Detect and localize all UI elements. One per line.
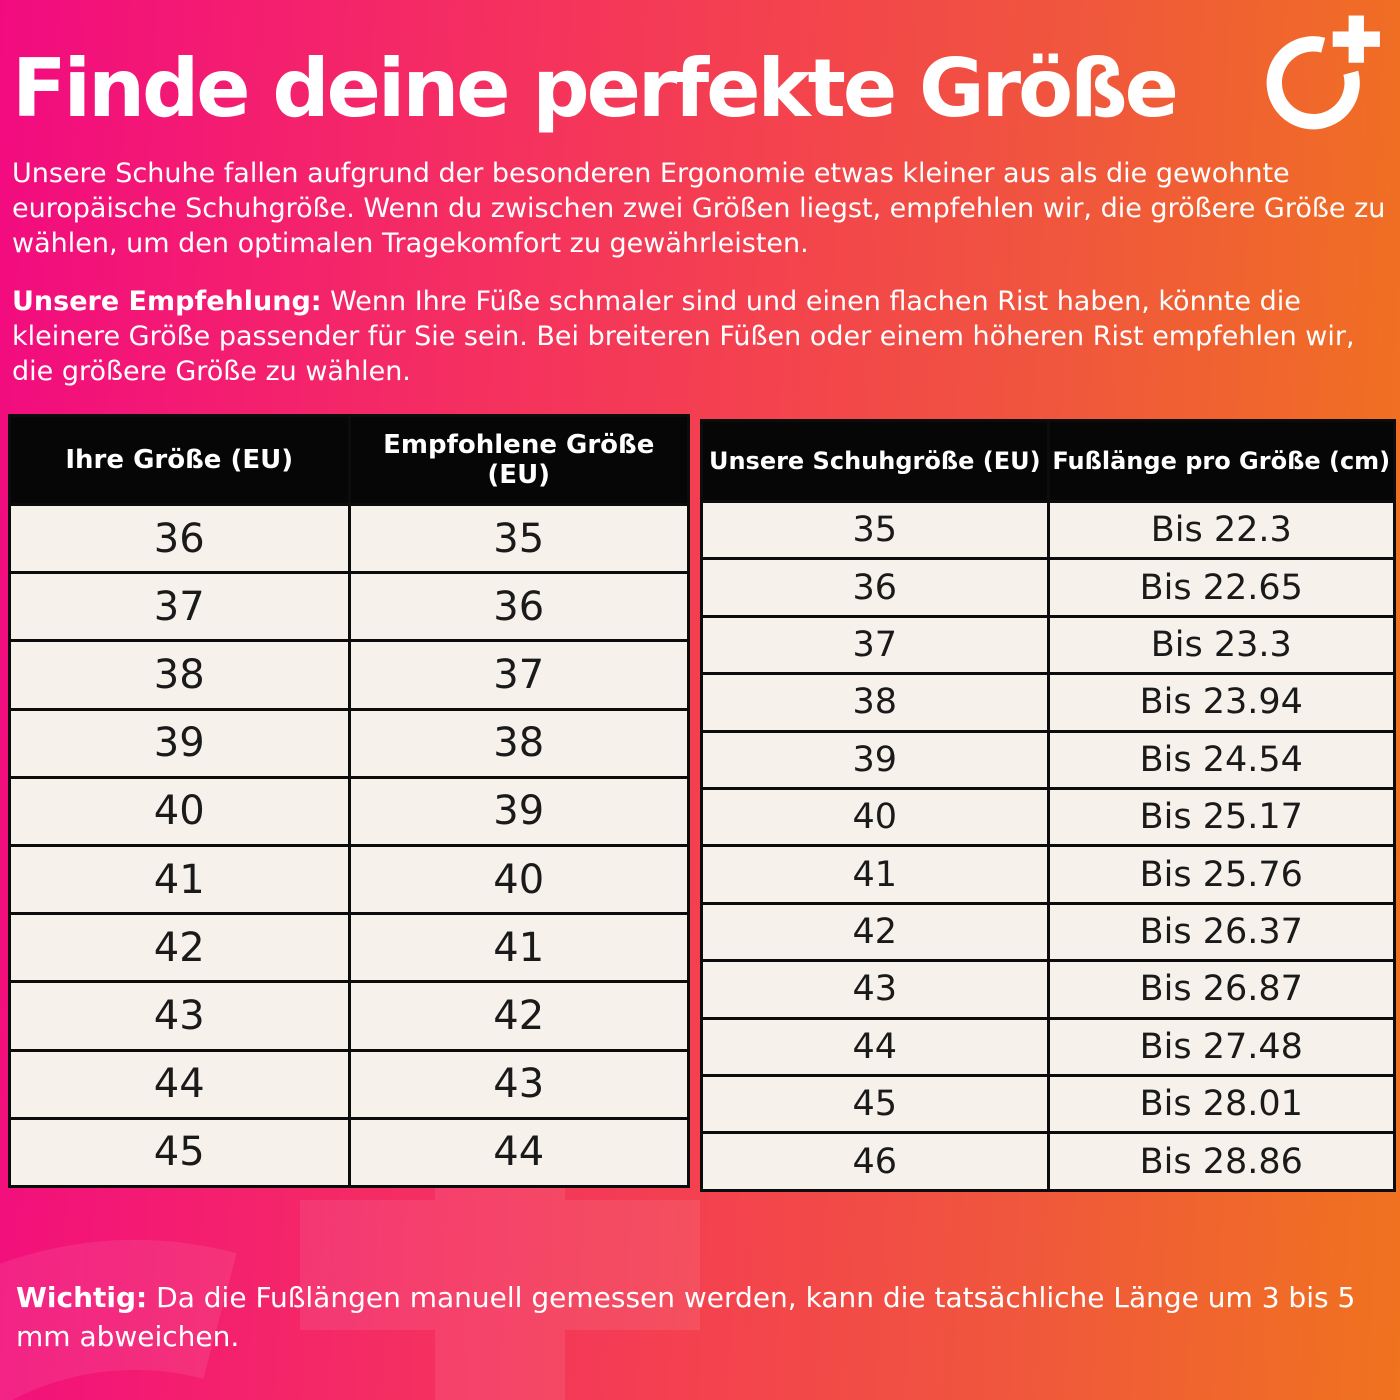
footnote: Wichtig: Da die Fußlängen manuell gemess… <box>16 1278 1376 1356</box>
table-cell: 38 <box>347 707 690 779</box>
table-row: 42 41 <box>8 912 690 984</box>
table-cell: 44 <box>347 1116 690 1189</box>
table-row: 44 43 <box>8 1048 690 1120</box>
table-cell: 41 <box>700 844 1050 905</box>
column-header: Empfohlene Größe (EU) <box>347 414 690 506</box>
table-cell: Bis 23.3 <box>1046 614 1396 676</box>
table-cell: 42 <box>347 980 690 1052</box>
table-cell: 36 <box>8 502 351 575</box>
table-row: 46 Bis 28.86 <box>700 1131 1396 1192</box>
table-cell: Bis 28.86 <box>1046 1131 1396 1192</box>
table-cell: Bis 23.94 <box>1046 672 1396 733</box>
table-cell: Bis 25.76 <box>1046 844 1396 905</box>
table-cell: 35 <box>700 499 1050 561</box>
table-cell: Bis 26.87 <box>1046 959 1396 1020</box>
footnote-label: Wichtig: <box>16 1281 148 1314</box>
table-row: 44 Bis 27.48 <box>700 1016 1396 1078</box>
table-cell: 45 <box>8 1116 351 1189</box>
table-cell: Bis 25.17 <box>1046 787 1396 848</box>
table-cell: 44 <box>700 1016 1050 1078</box>
table-cell: 38 <box>700 672 1050 733</box>
recommendation-text: Unsere Empfehlung: Wenn Ihre Füße schmal… <box>12 284 1390 389</box>
intro-text: Unsere Schuhe fallen aufgrund der besond… <box>12 158 1386 259</box>
page-title: Finde deine perfekte Größe <box>12 42 1179 135</box>
table-row: 37 36 <box>8 571 690 643</box>
table-row: 36 35 <box>8 502 690 575</box>
table-cell: 44 <box>8 1048 351 1120</box>
column-header: Ihre Größe (EU) <box>8 414 351 506</box>
table-row: 45 Bis 28.01 <box>700 1074 1396 1135</box>
table-cell: 38 <box>8 639 351 711</box>
table-cell: 37 <box>700 614 1050 676</box>
table-cell: 41 <box>8 843 351 916</box>
table-cell: 46 <box>700 1131 1050 1192</box>
table-cell: 40 <box>347 843 690 916</box>
table-cell: Bis 22.3 <box>1046 499 1396 561</box>
table-cell: 35 <box>347 502 690 575</box>
table-row: 45 44 <box>8 1116 690 1189</box>
table-row: 43 Bis 26.87 <box>700 959 1396 1020</box>
table-row: 41 Bis 25.76 <box>700 844 1396 905</box>
table-cell: 41 <box>347 912 690 984</box>
table-row: 41 40 <box>8 843 690 916</box>
table-row: 35 Bis 22.3 <box>700 499 1396 561</box>
table-row: 39 38 <box>8 707 690 779</box>
table-row: 38 Bis 23.94 <box>700 672 1396 733</box>
table-cell: Bis 22.65 <box>1046 557 1396 618</box>
table-cell: Bis 26.37 <box>1046 901 1396 963</box>
table-cell: 43 <box>8 980 351 1052</box>
table-row: 39 Bis 24.54 <box>700 729 1396 791</box>
column-header: Unsere Schuhgröße (EU) <box>700 419 1050 503</box>
table-cell: 39 <box>700 729 1050 791</box>
table-cell: 37 <box>8 571 351 643</box>
table-cell: 42 <box>700 901 1050 963</box>
table-row: 37 Bis 23.3 <box>700 614 1396 676</box>
table-row: 38 37 <box>8 639 690 711</box>
table-cell: 42 <box>8 912 351 984</box>
table-row: 40 39 <box>8 775 690 847</box>
table-cell: Bis 24.54 <box>1046 729 1396 791</box>
foot-length-table: Unsere Schuhgröße (EU) Fußlänge pro Größe… <box>700 419 1396 1192</box>
table-row: 40 Bis 25.17 <box>700 787 1396 848</box>
recommendation-label: Unsere Empfehlung: <box>12 286 322 317</box>
table-cell: 39 <box>8 707 351 779</box>
table-header-row: Unsere Schuhgröße (EU) Fußlänge pro Größe… <box>700 419 1396 503</box>
table-cell: Bis 27.48 <box>1046 1016 1396 1078</box>
footnote-body: Da die Fußlängen manuell gemessen werden… <box>16 1281 1356 1353</box>
size-conversion-table: Ihre Größe (EU) Empfohlene Größe (EU) 36 35… <box>8 414 690 1189</box>
table-cell: 40 <box>8 775 351 847</box>
table-cell: 45 <box>700 1074 1050 1135</box>
column-header: Fußlänge pro Größe (cm) <box>1046 419 1396 503</box>
table-cell: 39 <box>347 775 690 847</box>
table-row: 43 42 <box>8 980 690 1052</box>
table-cell: 36 <box>347 571 690 643</box>
table-cell: 36 <box>700 557 1050 618</box>
o-plus-logo-icon <box>1266 15 1380 130</box>
table-header-row: Ihre Größe (EU) Empfohlene Größe (EU) <box>8 414 690 506</box>
table-cell: 43 <box>700 959 1050 1020</box>
table-cell: 40 <box>700 787 1050 848</box>
table-row: 42 Bis 26.37 <box>700 901 1396 963</box>
table-row: 36 Bis 22.65 <box>700 557 1396 618</box>
table-cell: Bis 28.01 <box>1046 1074 1396 1135</box>
table-cell: 37 <box>347 639 690 711</box>
table-cell: 43 <box>347 1048 690 1120</box>
recommendation-body: Wenn Ihre Füße schmaler sind und einen f… <box>12 286 1355 387</box>
